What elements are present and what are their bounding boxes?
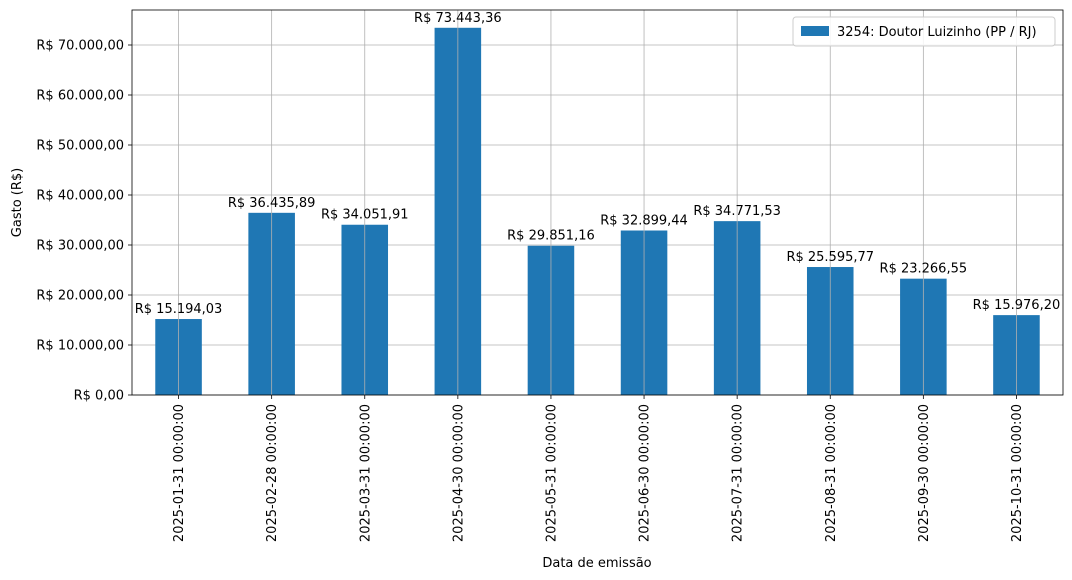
plot-border [131, 9, 1064, 396]
x-tick-label: 2025-09-30 00:00:00 [917, 404, 932, 542]
bar-value-label: R$ 73.443,36 [414, 11, 502, 26]
x-tick-label: 2025-01-31 00:00:00 [172, 404, 187, 542]
plot-frame [131, 9, 1064, 396]
y-tick-label: R$ 30.000,00 [36, 239, 124, 254]
legend-box [792, 16, 1056, 47]
y-tick-label: R$ 40.000,00 [36, 189, 124, 204]
x-tick-label: 2025-06-30 00:00:00 [638, 404, 653, 542]
bar-value-label: R$ 34.771,53 [693, 204, 781, 219]
y-axis-ticks: R$ 0,00 R$ 10.000,00 R$ 20.000,00 R$ 30.000… [36, 39, 132, 404]
x-tick-label: 2025-08-31 00:00:00 [824, 404, 839, 542]
bar-value-label: R$ 15.976,20 [973, 298, 1061, 313]
x-tick-label: 2025-04-30 00:00:00 [451, 404, 466, 542]
x-axis-ticks: 2025-01-31 00:00:00 2025-02-28 00:00:00 20… [172, 395, 1025, 542]
y-tick-label: R$ 60.000,00 [36, 89, 124, 104]
y-tick-label: R$ 50.000,00 [36, 139, 124, 154]
y-tick-label: R$ 10.000,00 [36, 339, 124, 354]
x-tick-label: 2025-02-28 00:00:00 [265, 404, 280, 542]
x-tick-label: 2025-03-31 00:00:00 [358, 404, 373, 542]
x-tick-label: 2025-05-31 00:00:00 [544, 404, 559, 542]
bars [155, 10, 1040, 395]
y-axis-title: Gasto (R$) [10, 168, 25, 237]
bar-value-label: R$ 23.266,55 [880, 262, 968, 277]
legend-label: 3254: Doutor Luizinho (PP / RJ) [837, 25, 1037, 40]
y-tick-label: R$ 20.000,00 [36, 289, 124, 304]
bar-value-label: R$ 32.899,44 [600, 214, 688, 229]
x-axis-title: Data de emissão [542, 556, 651, 571]
legend: 3254: Doutor Luizinho (PP / RJ) [792, 16, 1056, 47]
bar-value-label: R$ 25.595,77 [786, 250, 874, 265]
bar-value-label: R$ 34.051,91 [321, 208, 409, 223]
bar-value-label: R$ 29.851,16 [507, 229, 595, 244]
bar-value-label: R$ 36.435,89 [228, 196, 316, 211]
x-tick-label: 2025-10-31 00:00:00 [1010, 404, 1025, 542]
legend-swatch [801, 26, 829, 36]
bar-value-label: R$ 15.194,03 [135, 302, 223, 317]
y-tick-label: R$ 70.000,00 [36, 39, 124, 54]
y-tick-label: R$ 0,00 [74, 389, 124, 404]
bar-value-labels: R$ 15.194,03 R$ 36.435,89 R$ 34.051,91 R$ 7… [135, 11, 1061, 317]
x-tick-label: 2025-07-31 00:00:00 [731, 404, 746, 542]
